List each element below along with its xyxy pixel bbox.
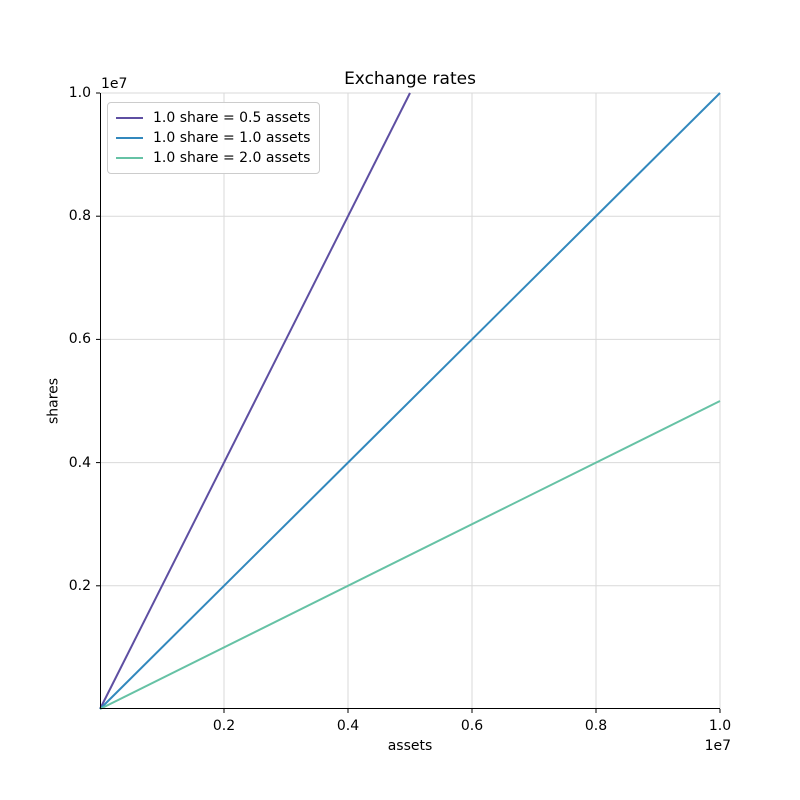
- x-tick-label: 1.0: [708, 718, 732, 734]
- y-axis-label: shares: [45, 377, 62, 425]
- y-tick-label: 0.6: [68, 331, 91, 348]
- legend-entry-label: 1.0 share = 0.5 assets: [153, 110, 311, 126]
- series-line: [99, 400, 721, 710]
- x-axis-offset-text: 1e7: [704, 738, 731, 754]
- legend-entry-label: 1.0 share = 2.0 assets: [153, 150, 311, 166]
- y-tick-label: 0.4: [68, 454, 91, 471]
- y-tick-label: 1.0: [68, 85, 91, 101]
- series-line: [99, 92, 721, 710]
- x-axis-label: assets: [387, 738, 433, 754]
- chart-title: Exchange rates: [344, 69, 476, 89]
- y-axis-offset-text: 1e7: [101, 76, 128, 92]
- legend-line-sample: [116, 157, 143, 159]
- legend-line-sample: [116, 137, 143, 139]
- legend-line-sample: [116, 117, 143, 119]
- plot-canvas: [96, 92, 721, 713]
- legend-row: 1.0 share = 2.0 assets: [116, 148, 310, 168]
- x-tick-label: 0.8: [584, 718, 608, 734]
- legend-entry-label: 1.0 share = 1.0 assets: [153, 130, 311, 146]
- y-tick-label: 0.8: [68, 208, 91, 225]
- legend-row: 1.0 share = 0.5 assets: [116, 108, 310, 128]
- y-tick-label: 0.2: [68, 577, 91, 594]
- x-tick-label: 0.4: [336, 718, 360, 734]
- legend-row: 1.0 share = 1.0 assets: [116, 128, 310, 148]
- x-tick-label: 0.2: [212, 718, 236, 734]
- x-tick-label: 0.6: [460, 718, 484, 734]
- legend: 1.0 share = 0.5 assets 1.0 share = 1.0 as…: [107, 102, 321, 174]
- series-line: [99, 92, 411, 710]
- plot-area: 1.0 share = 0.5 assets 1.0 share = 1.0 as…: [96, 92, 721, 713]
